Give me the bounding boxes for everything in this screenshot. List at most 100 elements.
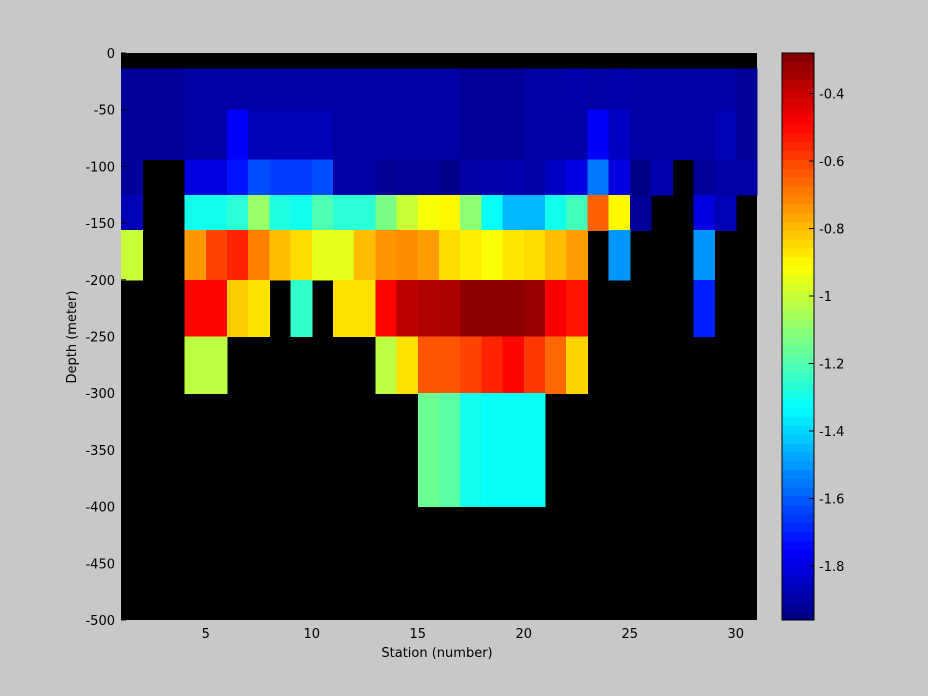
heatmap-cell [460,449,482,508]
heatmap-cell [481,230,504,281]
colorbar-segment [782,549,814,559]
colorbar-segment [782,478,814,488]
heatmap-cell [417,230,440,281]
colorbar-segment [782,380,814,391]
heatmap-cell [227,194,249,231]
y-tick-label: -450 [85,557,115,572]
heatmap-cell [460,159,482,196]
colorbar-tick-label: -1.2 [819,358,844,373]
heatmap-cell [375,109,398,160]
heatmap-cell [375,336,398,394]
heatmap-cell [354,109,376,160]
heatmap-cell [121,194,143,231]
heatmap-cell [375,159,398,196]
colorbar-tick-label: -1.8 [819,560,844,575]
colorbar-segment [782,123,814,134]
heatmap-cell [502,68,525,111]
heatmap-cell [184,159,207,196]
y-tick-label: -50 [94,104,115,119]
heatmap-cell [205,194,228,231]
colorbar-segment [782,88,814,98]
heatmap-cell [354,68,376,111]
heatmap-cell [587,109,610,160]
heatmap-cell [545,194,567,231]
heatmap-cell [417,449,440,508]
heatmap-cell [227,109,249,160]
heatmap-cell [354,159,376,196]
heatmap-cell [714,194,737,231]
colorbar-segment [782,239,814,249]
heatmap-cell [629,159,652,196]
heatmap-cell [608,68,631,111]
colorbar-segment [782,389,814,400]
heatmap-cell [545,159,567,196]
colorbar-segment [782,265,814,276]
heatmap-cell [333,159,355,196]
x-tick-label: 25 [622,627,639,642]
heatmap-cell [523,159,546,196]
colorbar-tick-label: -1.6 [819,493,844,508]
heatmap-cell [481,336,504,394]
colorbar-segment [782,61,814,72]
colorbar-segment [782,292,814,302]
colorbar-segment [782,363,814,373]
colorbar-tick-label: -0.8 [819,223,844,238]
heatmap-cell [248,68,270,111]
colorbar-segment [782,495,814,506]
heatmap-cell [184,68,207,111]
heatmap-cell [523,194,546,231]
x-axis-label: Station (number) [381,646,492,661]
colorbar-segment [782,177,814,187]
heatmap-cell [693,279,716,338]
colorbar-segment [782,371,814,382]
heatmap-cell [693,159,716,196]
colorbar-segment [782,301,814,311]
heatmap-cell [502,230,525,281]
heatmap-cell [523,336,546,394]
colorbar-segment [782,469,814,479]
heatmap-cell [396,194,419,231]
heatmap-cell [396,279,419,338]
heatmap-cell [545,336,567,394]
heatmap-cell [502,109,525,160]
heatmap-cell [333,230,355,281]
heatmap-cell [205,230,228,281]
heatmap-cell [417,393,440,451]
heatmap-cell [121,109,143,160]
colorbar-segment [782,318,814,329]
heatmap-cell [545,68,567,111]
heatmap-cell [142,68,164,111]
colorbar-segment [782,487,814,497]
y-tick-label: -300 [85,387,115,402]
heatmap-cell [587,194,610,231]
heatmap-cell [481,109,504,160]
heatmap-cell [693,68,716,111]
heatmap-cell [566,230,588,281]
heatmap-cell [269,68,292,111]
heatmap-cell [375,194,398,231]
heatmap-cell [502,393,525,451]
heatmap-cell [481,279,504,338]
heatmap-cell [205,336,228,394]
colorbar-segment [782,442,814,453]
heatmap-cell [651,109,673,160]
heatmap-cell [354,230,376,281]
colorbar-segment [782,593,814,603]
colorbar-segment [782,168,814,178]
heatmap-cell [481,393,504,451]
colorbar-segment [782,433,814,444]
colorbar-segment [782,203,814,214]
heatmap-cell [375,279,398,338]
colorbar-tick-label: -1.4 [819,425,844,440]
heatmap-cell [460,279,482,338]
colorbar-segment [782,531,814,541]
colorbar-segment [782,522,814,533]
colorbar-segment [782,336,814,346]
colorbar-segment [782,141,814,152]
heatmap-cell [205,109,228,160]
heatmap-cell [587,68,610,111]
colorbar-segment [782,132,814,143]
heatmap-cell [205,159,228,196]
colorbar-segment [782,602,814,612]
